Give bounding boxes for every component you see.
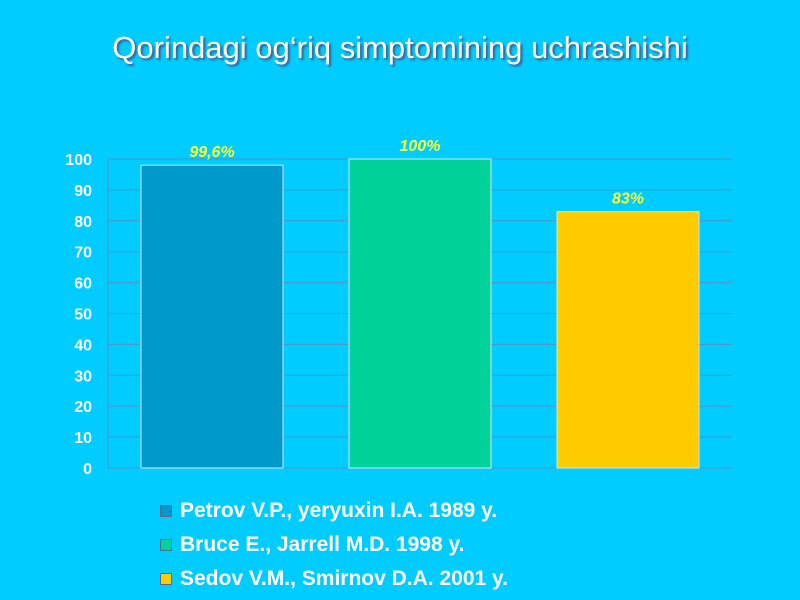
legend-swatch-3 [160,573,172,585]
page-title: Qorindagi og‘riq simptomining uchrashish… [112,30,688,65]
chart-legend: Petrov V.P., yeryuxin I.A. 1989 y. Bruce… [160,494,508,596]
legend-item-2: Bruce E., Jarrell M.D. 1998 y. [160,528,508,562]
legend-label-3: Sedov V.M., Smirnov D.A. 2001 y. [180,567,508,590]
data-label-2: 100% [400,138,441,155]
legend-item-3: Sedov V.M., Smirnov D.A. 2001 y. [160,562,508,596]
y-tick-label-10: 10 [74,430,92,447]
y-tick-label-20: 20 [74,399,92,416]
bar-3 [556,211,700,469]
y-tick-label-50: 50 [74,307,92,324]
data-label-3: 83% [612,191,644,208]
y-tick-label-0: 0 [83,461,92,478]
bar-1 [140,164,284,469]
y-tick-label-60: 60 [74,276,92,293]
legend-swatch-1 [160,505,172,517]
y-tick-label-80: 80 [74,214,92,231]
y-tick-label-90: 90 [74,183,92,200]
bar-2 [348,158,492,469]
data-label-1: 99,6% [189,144,234,161]
legend-label-1: Petrov V.P., yeryuxin I.A. 1989 y. [180,499,498,522]
legend-label-2: Bruce E., Jarrell M.D. 1998 y. [180,533,465,556]
legend-item-1: Petrov V.P., yeryuxin I.A. 1989 y. [160,494,508,528]
y-tick-label-100: 100 [65,152,92,169]
y-tick-label-40: 40 [74,337,92,354]
legend-swatch-2 [160,539,172,551]
y-tick-label-30: 30 [74,368,92,385]
y-tick-label-70: 70 [74,245,92,262]
